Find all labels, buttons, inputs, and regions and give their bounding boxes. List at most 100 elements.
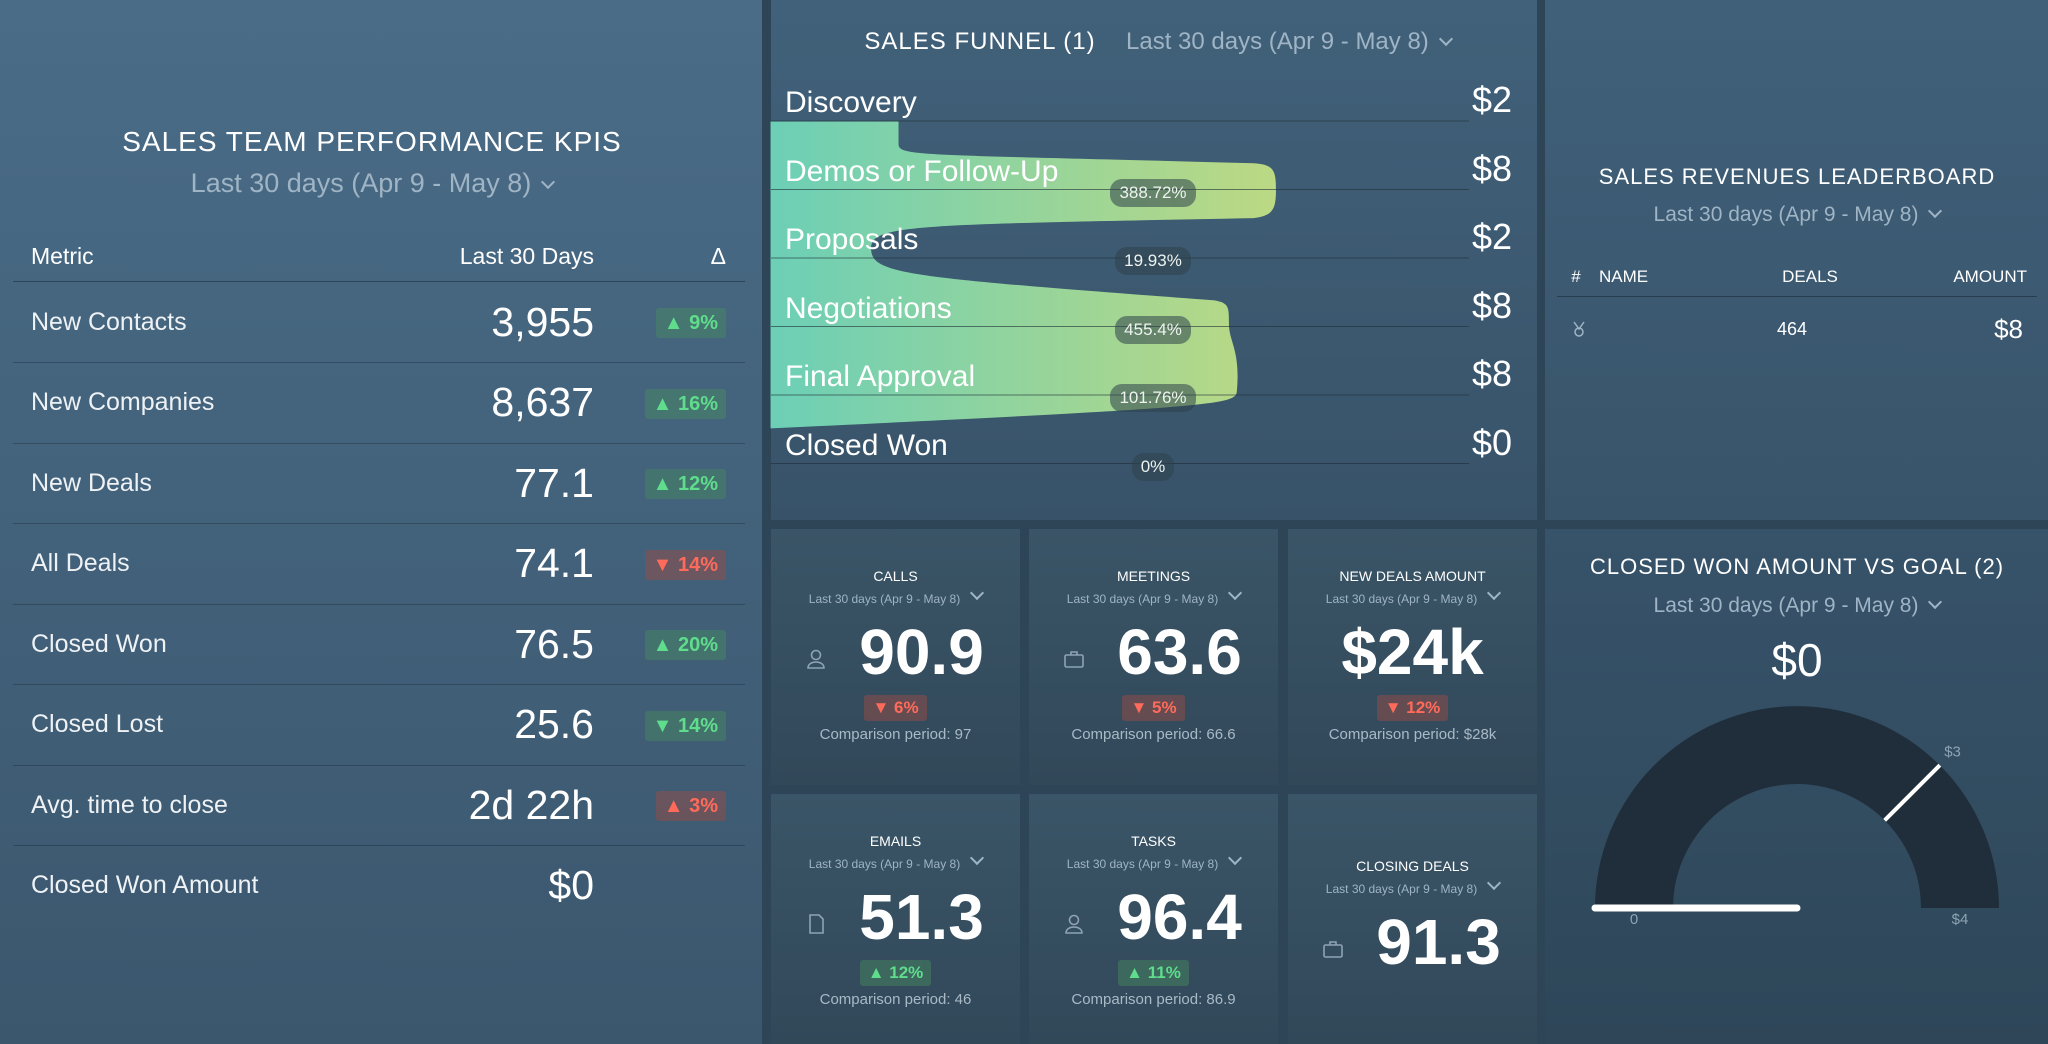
column-header: NAME: [1599, 267, 1649, 286]
date-range[interactable]: Last 30 days (Apr 9 - May 8): [654, 585, 1654, 608]
change-badge-cell: ▼ 12%: [913, 695, 1913, 721]
tile-title: EMAILS: [869, 833, 922, 849]
change-badge: ▼ 12%: [1376, 695, 1449, 721]
date-range[interactable]: Last 30 days (Apr 9 - May 8): [1297, 591, 2048, 620]
change-badge-cell: ▼ 6%: [396, 695, 1396, 721]
tile-icon: [1064, 651, 1084, 668]
conversion-cell: 101.76%: [653, 384, 1653, 412]
change-badge-cell: ▲ 12%: [0, 469, 726, 499]
date-range[interactable]: Last 30 days (Apr 9 - May 8): [396, 850, 1396, 873]
change-badge-cell: ▲ 3%: [0, 791, 726, 821]
metric-value: 76.5: [514, 620, 594, 667]
tile-title: NEW DEALS AMOUNT: [1339, 568, 1486, 584]
change-badge: ▼ 5%: [1122, 695, 1185, 721]
date-range[interactable]: Last 30 days (Apr 9 - May 8): [396, 585, 1396, 608]
tile-icon: [809, 914, 824, 934]
tile-icon: [807, 649, 825, 669]
medal-ribbon: [1573, 321, 1585, 331]
column-header: #: [1571, 267, 1581, 286]
metric-value: 3,955: [491, 298, 594, 345]
date-range[interactable]: Last 30 days (Apr 9 - May 8): [654, 850, 1654, 873]
stage-amount: $8: [1471, 284, 1512, 326]
row-rule: [13, 442, 745, 444]
icon-head: [810, 649, 822, 661]
date-range[interactable]: Last 30 days (Apr 9 - May 8): [0, 164, 872, 202]
stage-amount: $0: [1471, 421, 1512, 463]
gauge-tick-label: $4: [1952, 911, 1969, 928]
stage-name: Final Approval: [785, 360, 976, 393]
stage-amount: $8: [1471, 353, 1512, 394]
panel: [0, 0, 762, 1044]
date-range[interactable]: Last 30 days (Apr 9 - May 8): [1297, 200, 2048, 229]
tile-title: TASKS: [1131, 833, 1176, 849]
metric-name: New Deals: [31, 468, 152, 497]
comparison: Comparison period: 97: [819, 725, 972, 743]
conversion-pill: 101.76%: [1110, 384, 1196, 412]
row-rule: [13, 684, 745, 685]
tile-value: 96.4: [1117, 881, 1242, 953]
chevron: [1928, 203, 1943, 218]
conversion-cell: 19.93%: [653, 247, 1653, 275]
date-range-text: Last 30 days (Apr 9 - May 8): [1653, 593, 1919, 617]
gauge-title: CLOSED WON AMOUNT VS GOAL (2): [1589, 553, 2005, 579]
change-badge: ▲ 12%: [859, 960, 932, 986]
date-range-text: Last 30 days (Apr 9 - May 8): [1126, 28, 1429, 55]
conversion-cell: 388.72%: [653, 178, 1653, 207]
amount: $8: [1994, 314, 2023, 344]
tile-title: CALLS: [873, 568, 918, 584]
panel: [1545, 529, 2048, 1044]
date-range[interactable]: Last 30 days (Apr 9 - May 8): [913, 585, 1913, 608]
tile-icon: [1065, 914, 1083, 934]
column-header: Metric: [31, 243, 94, 269]
funnel-title: SALES FUNNEL (1): [864, 28, 1096, 55]
tile-panel: [1288, 794, 1537, 1044]
comparison: Comparison period: 86.9: [1071, 990, 1236, 1008]
tile-panel: [771, 794, 1020, 1044]
icon-case: [1323, 944, 1343, 958]
tile-value: 90.9: [859, 616, 984, 688]
conversion-cell: 455.4%: [653, 315, 1653, 344]
stage-name: Closed Won: [785, 428, 948, 462]
gauge-tick-label: 0: [1630, 911, 1638, 928]
chevron: [1928, 594, 1943, 609]
conversion-cell: 0%: [653, 452, 1653, 481]
icon-handle: [1070, 651, 1078, 655]
icon-case: [1064, 654, 1084, 668]
stage-name: Negotiations: [785, 291, 952, 325]
change-badge: ▲ 16%: [644, 388, 726, 419]
change-badge-cell: ▲ 9%: [0, 308, 726, 338]
conversion-pill: 388.72%: [1110, 178, 1196, 207]
date-range-text: Last 30 days (Apr 9 - May 8): [1066, 591, 1219, 606]
row-rule: [13, 764, 745, 766]
deals: 464: [1776, 318, 1808, 339]
change-badge: ▼ 14%: [644, 549, 726, 580]
tile-value: 91.3: [1376, 906, 1501, 978]
tile-value: 51.3: [859, 881, 984, 953]
metric-value: $0: [548, 862, 594, 908]
date-range-text: Last 30 days (Apr 9 - May 8): [808, 856, 961, 871]
stage-amount: $2: [1471, 216, 1512, 257]
tile-title: MEETINGS: [1116, 568, 1191, 584]
metric-value: 2d 22h: [468, 781, 594, 828]
leaderboard-title: SALES REVENUES LEADERBOARD: [1598, 163, 1996, 189]
change-badge-cell: ▼ 14%: [0, 710, 726, 741]
icon-body: [1065, 926, 1083, 934]
row-rule: [13, 845, 745, 846]
date-range-text: Last 30 days (Apr 9 - May 8): [1325, 881, 1478, 896]
kpi-title: SALES TEAM PERFORMANCE KPIS: [122, 125, 622, 157]
icon-doc: [809, 914, 824, 934]
date-range[interactable]: Last 30 days (Apr 9 - May 8): [1126, 25, 2048, 59]
stage-name: Proposals: [785, 223, 919, 256]
row-rule: [13, 523, 745, 524]
gauge-track: [1595, 706, 1999, 908]
column-header: AMOUNT: [1953, 267, 2027, 286]
chevron: [1438, 31, 1453, 47]
change-badge-cell: ▼ 14%: [0, 549, 726, 580]
metric-value: 25.6: [514, 701, 594, 747]
change-badge: ▼ 14%: [644, 710, 726, 741]
tile-panel: [1029, 794, 1278, 1044]
date-range[interactable]: Last 30 days (Apr 9 - May 8): [913, 875, 1913, 898]
medal-icon: [1573, 321, 1585, 337]
metric-value: 74.1: [514, 540, 594, 586]
